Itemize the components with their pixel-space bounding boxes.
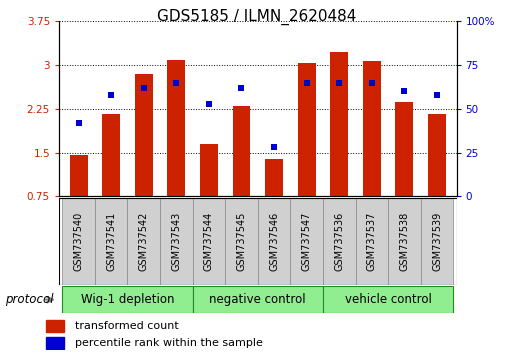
Bar — [265, 159, 283, 196]
Bar — [388, 198, 421, 285]
Point — [205, 101, 213, 107]
Point — [140, 85, 148, 91]
Bar — [135, 74, 153, 196]
Bar — [160, 198, 192, 285]
Bar — [46, 337, 64, 349]
Text: Wig-1 depletion: Wig-1 depletion — [81, 293, 174, 306]
Bar — [127, 198, 160, 285]
Text: GSM737539: GSM737539 — [432, 212, 442, 271]
Bar — [356, 198, 388, 285]
Text: transformed count: transformed count — [75, 321, 179, 331]
Point — [270, 144, 278, 150]
Bar — [323, 286, 453, 313]
Bar — [70, 155, 88, 196]
Point — [107, 92, 115, 98]
Point — [335, 80, 343, 85]
Bar — [323, 198, 356, 285]
Bar — [298, 63, 315, 196]
Text: GDS5185 / ILMN_2620484: GDS5185 / ILMN_2620484 — [157, 9, 356, 25]
Point — [172, 80, 181, 85]
Text: GSM737546: GSM737546 — [269, 212, 279, 271]
Bar — [330, 52, 348, 196]
Text: negative control: negative control — [209, 293, 306, 306]
Text: GSM737540: GSM737540 — [73, 212, 84, 271]
Text: protocol: protocol — [5, 293, 54, 306]
Bar — [62, 286, 192, 313]
Bar — [290, 198, 323, 285]
Point — [238, 85, 246, 91]
Point — [400, 88, 408, 94]
Bar — [95, 198, 127, 285]
Text: vehicle control: vehicle control — [345, 293, 431, 306]
Bar — [258, 198, 290, 285]
Bar — [167, 61, 185, 196]
Bar — [192, 286, 323, 313]
Bar — [225, 198, 258, 285]
Text: GSM737545: GSM737545 — [236, 212, 246, 271]
Bar — [396, 102, 413, 196]
Text: GSM737541: GSM737541 — [106, 212, 116, 271]
Point — [368, 80, 376, 85]
Text: GSM737538: GSM737538 — [400, 212, 409, 271]
Bar — [232, 106, 250, 196]
Text: GSM737542: GSM737542 — [139, 212, 149, 271]
Bar — [62, 198, 95, 285]
Text: GSM737544: GSM737544 — [204, 212, 214, 271]
Bar — [102, 114, 120, 196]
Text: GSM737537: GSM737537 — [367, 212, 377, 271]
Bar — [46, 320, 64, 332]
Bar — [421, 198, 453, 285]
Bar — [192, 198, 225, 285]
Text: percentile rank within the sample: percentile rank within the sample — [75, 338, 263, 348]
Text: GSM737543: GSM737543 — [171, 212, 181, 271]
Bar — [428, 114, 446, 196]
Text: GSM737547: GSM737547 — [302, 212, 312, 271]
Point — [74, 120, 83, 126]
Point — [303, 80, 311, 85]
Bar — [200, 144, 218, 196]
Bar — [363, 61, 381, 196]
Point — [433, 92, 441, 98]
Text: GSM737536: GSM737536 — [334, 212, 344, 271]
